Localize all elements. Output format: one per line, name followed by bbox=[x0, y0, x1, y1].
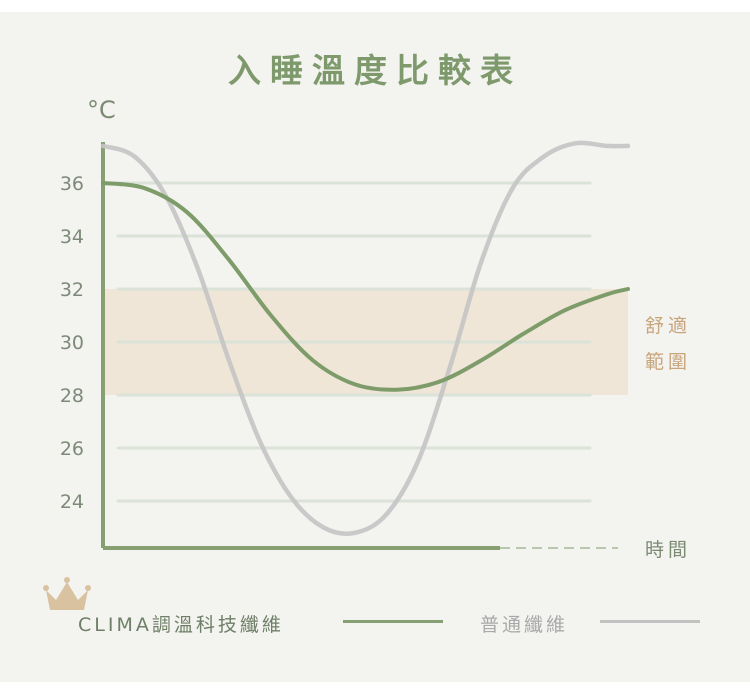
chart-title: 入睡溫度比較表 bbox=[228, 51, 522, 90]
crown-icon bbox=[43, 577, 91, 610]
legend-label-clima: CLIMA調溫科技纖維 bbox=[78, 614, 284, 636]
comfort-band-label-line: 舒適 bbox=[645, 315, 691, 337]
y-tick-label: 28 bbox=[60, 385, 84, 407]
y-tick-label: 26 bbox=[60, 438, 84, 460]
series-line-regular bbox=[100, 140, 631, 536]
x-axis-label: 時間 bbox=[645, 539, 691, 561]
y-tick-label: 36 bbox=[60, 173, 84, 195]
legend-line-regular bbox=[600, 620, 700, 623]
y-tick-label: 32 bbox=[60, 279, 84, 301]
y-tick-label: 24 bbox=[60, 491, 84, 513]
comfort-band-label-line: 範圍 bbox=[645, 351, 691, 373]
y-axis-unit: °C bbox=[87, 96, 116, 124]
y-tick-label: 34 bbox=[60, 226, 84, 248]
legend-label-regular: 普通纖維 bbox=[480, 614, 569, 636]
legend: CLIMA調溫科技纖維 普通纖維 bbox=[0, 577, 750, 646]
legend-line-clima bbox=[343, 620, 443, 623]
y-tick-label: 30 bbox=[60, 332, 84, 354]
series-line-clima bbox=[101, 181, 630, 392]
